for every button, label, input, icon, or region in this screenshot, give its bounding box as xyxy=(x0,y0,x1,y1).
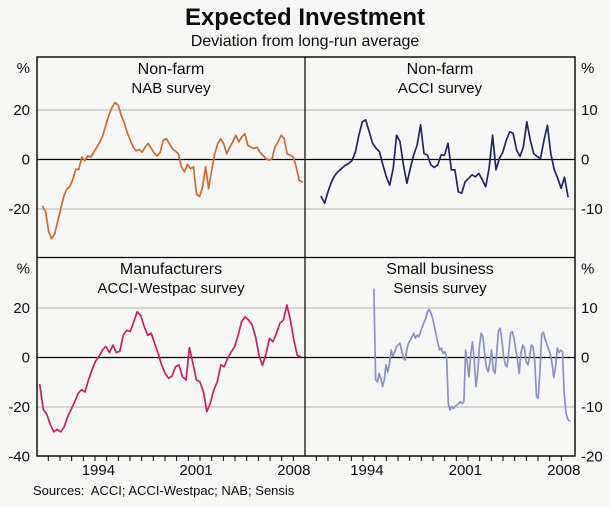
source-note: Sources: ACCI; ACCI-Westpac; NAB; Sensis xyxy=(33,483,295,498)
y-tick-label: -40 xyxy=(8,449,30,466)
y-tick-label: 0 xyxy=(581,152,589,169)
plot-border xyxy=(36,56,576,457)
x-tick-label: 2001 xyxy=(179,462,212,479)
y-tick-label: 0 xyxy=(581,350,589,367)
y-tick-label: 10 xyxy=(581,300,598,317)
panel-title-manufacturers: Manufacturers xyxy=(119,261,223,278)
x-tick-label: 2008 xyxy=(277,462,310,479)
panel-subtitle-small-business: Sensis survey xyxy=(393,280,487,297)
series-line-top-right xyxy=(320,119,569,204)
panel-subtitle-nonfarm-nab: NAB survey xyxy=(131,80,211,97)
x-tick-label: 1994 xyxy=(82,462,115,479)
panel-title-small-business: Small business xyxy=(386,261,494,278)
y-tick-label: 20 xyxy=(13,102,30,119)
series-line-bottom-left xyxy=(38,304,302,433)
y-tick-label: -20 xyxy=(581,449,603,466)
x-tick-label: 2008 xyxy=(547,462,580,479)
panel-title-nonfarm-nab: Non-farm xyxy=(137,61,205,78)
y-tick-label: 20 xyxy=(13,300,30,317)
y-tick-label: 10 xyxy=(581,102,598,119)
y-tick-label: -20 xyxy=(8,201,30,218)
series-line-top-left xyxy=(41,101,304,240)
series-line-bottom-right xyxy=(373,288,571,422)
x-tick-label: 2001 xyxy=(449,462,482,479)
chart-title: Expected Investment xyxy=(184,4,426,31)
y-tick-label: -10 xyxy=(581,399,603,416)
y-tick-label: 0 xyxy=(22,152,30,169)
axis-unit-label: % xyxy=(581,60,594,77)
axis-unit-label: % xyxy=(17,60,30,77)
axis-unit-label: % xyxy=(581,261,594,278)
panel-title-nonfarm-acci: Non-farm xyxy=(406,61,474,78)
chart-subtitle: Deviation from long-run average xyxy=(190,33,420,50)
panel-subtitle-nonfarm-acci: ACCI survey xyxy=(397,80,483,97)
y-tick-label: -10 xyxy=(581,201,603,218)
y-tick-label: -20 xyxy=(8,399,30,416)
x-tick-label: 1994 xyxy=(350,462,383,479)
y-tick-label: 0 xyxy=(22,350,30,367)
axis-unit-label: % xyxy=(17,261,30,278)
panel-subtitle-manufacturers: ACCI-Westpac survey xyxy=(97,280,245,297)
